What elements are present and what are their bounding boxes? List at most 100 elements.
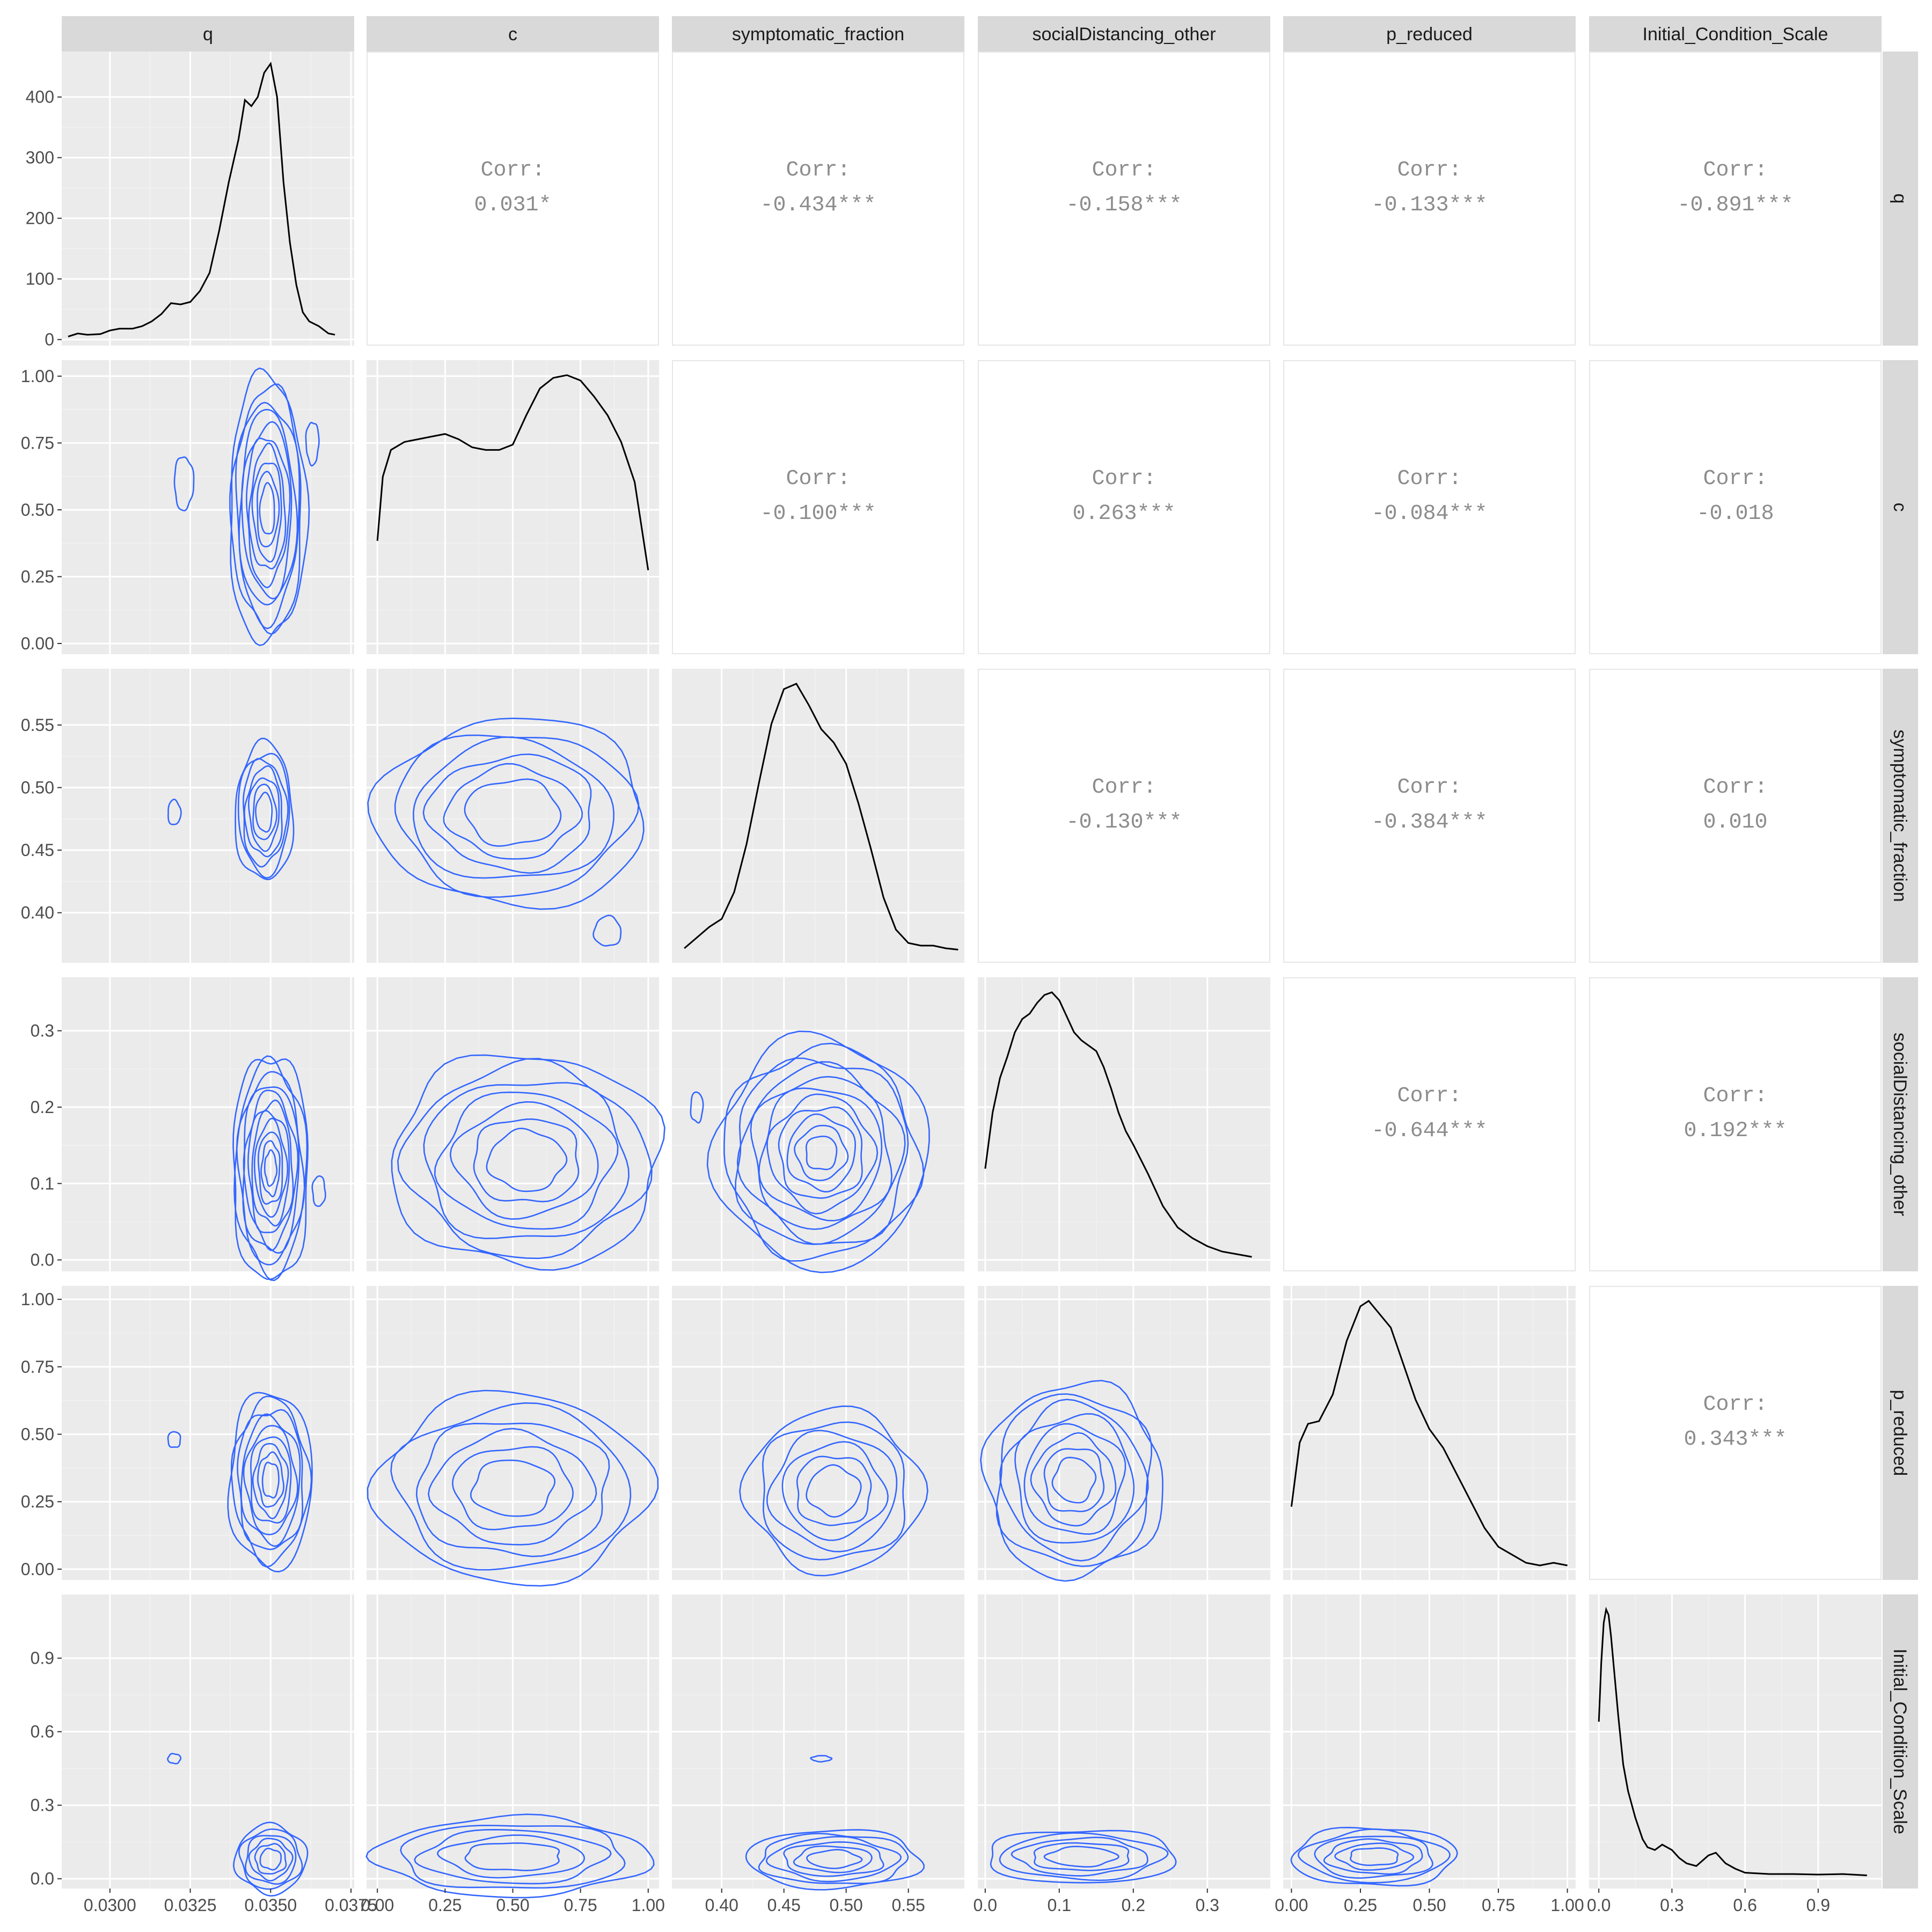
x-tick-label: 0.0 <box>1587 1896 1611 1915</box>
density-contour <box>806 1849 863 1869</box>
y-tick-label: 0.1 <box>31 1174 54 1193</box>
density-contour <box>1051 1457 1097 1504</box>
density-contour <box>240 1413 301 1547</box>
row-strip <box>1883 1286 1918 1580</box>
density-contour <box>1043 1448 1105 1512</box>
corr-value: -0.158*** <box>1066 193 1182 217</box>
row-strip-label: Initial_Condition_Scale <box>1890 1649 1910 1834</box>
panel-p_reduced-vs-symptomatic_fraction <box>672 1286 964 1580</box>
x-tick-label: 0.0325 <box>164 1896 217 1915</box>
density-contour <box>464 778 562 847</box>
density-contour <box>400 1825 626 1889</box>
corr-panel-bg <box>1589 1286 1882 1580</box>
panel-background <box>62 52 354 346</box>
panel-Initial_Condition_Scale-vs-socialDistancing_other <box>978 1594 1270 1889</box>
density-contour <box>451 1446 574 1531</box>
density-contour <box>1334 1842 1415 1871</box>
panel-symptomatic_fraction-vs-q <box>62 669 354 963</box>
corr-panel-bg <box>1283 977 1576 1271</box>
density-contour <box>437 1834 586 1879</box>
corr-label: Corr: <box>1703 1393 1767 1417</box>
panel-p_reduced-vs-p_reduced <box>1283 1286 1576 1580</box>
density-contour <box>238 1828 303 1890</box>
density-contour <box>236 1071 305 1265</box>
y-tick-label: 0.0 <box>31 1250 54 1270</box>
column-strip <box>367 16 659 52</box>
density-contour <box>592 914 622 947</box>
corr-panel-bg <box>1589 52 1882 346</box>
panel-background <box>672 977 964 1271</box>
panel-c-vs-q <box>62 360 354 654</box>
y-tick-label: 0.75 <box>21 1357 54 1377</box>
density-contour <box>1023 1423 1126 1535</box>
x-tick-label: 0.00 <box>1275 1896 1308 1915</box>
panel-background <box>62 977 354 1271</box>
density-contour <box>247 777 280 852</box>
panel-socialDistancing_other-vs-p_reduced: Corr: -0.644*** <box>1283 977 1576 1271</box>
corr-panel-bg <box>978 669 1270 963</box>
density-contour <box>794 1125 849 1181</box>
density-contour <box>786 1113 857 1193</box>
density-contour <box>257 1451 284 1508</box>
x-tick-label: 0.2 <box>1122 1896 1145 1915</box>
panel-socialDistancing_other-vs-socialDistancing_other <box>978 977 1270 1271</box>
corr-panel-bg <box>1283 669 1576 963</box>
density-contour <box>259 482 275 535</box>
x-tick-label: 0.55 <box>891 1896 925 1915</box>
density-contour <box>251 463 282 563</box>
panel-q-vs-Initial_Condition_Scale: Corr: -0.891*** <box>1589 52 1882 346</box>
density-contour <box>260 1140 281 1198</box>
y-tick-label: 200 <box>26 209 54 228</box>
density-contour <box>245 1835 297 1885</box>
x-tick-label: 1.00 <box>632 1896 665 1915</box>
x-tick-label: 0.75 <box>564 1896 597 1915</box>
density-contour <box>793 1845 873 1874</box>
x-tick-label: 0.50 <box>1413 1896 1446 1915</box>
density-contour <box>1011 1836 1148 1877</box>
density-contour <box>690 1091 704 1124</box>
density-contour <box>990 1829 1177 1884</box>
panel-c-vs-c <box>367 360 659 654</box>
density-contour <box>244 765 283 858</box>
corr-label: Corr: <box>1397 467 1461 491</box>
density-contour <box>758 1087 883 1221</box>
column-strip <box>62 16 354 52</box>
density-contour <box>390 1402 632 1571</box>
corr-panel-bg <box>672 360 964 654</box>
y-tick-label: 100 <box>26 269 54 289</box>
density-contour <box>736 1061 906 1245</box>
corr-panel-bg <box>1283 52 1576 346</box>
y-tick-label: 0.3 <box>31 1021 54 1041</box>
density-contour <box>251 1110 290 1227</box>
panel-socialDistancing_other-vs-symptomatic_fraction <box>672 977 964 1274</box>
y-tick-label: 300 <box>26 148 54 167</box>
corr-panel-bg <box>1283 360 1576 654</box>
density-contour <box>806 1464 862 1518</box>
corr-label: Corr: <box>1397 775 1461 800</box>
x-tick-label: 0.3 <box>1660 1896 1684 1915</box>
y-tick-label: 0 <box>45 330 54 349</box>
row-strip-label: p_reduced <box>1890 1390 1910 1476</box>
density-contour <box>443 763 583 860</box>
density-contour <box>167 1431 181 1448</box>
corr-panel-bg <box>367 52 659 346</box>
x-tick-label: 0.9 <box>1806 1896 1830 1915</box>
corr-label: Corr: <box>1092 158 1156 182</box>
density-contour <box>449 1101 599 1220</box>
density-contour <box>1314 1835 1433 1879</box>
corr-label: Corr: <box>786 467 850 491</box>
y-tick-label: 0.9 <box>31 1649 54 1668</box>
x-tick-label: 1.00 <box>1550 1896 1584 1915</box>
panel-symptomatic_fraction-vs-c <box>367 669 659 963</box>
y-tick-label: 0.40 <box>21 903 54 923</box>
panel-Initial_Condition_Scale-vs-symptomatic_fraction <box>672 1594 964 1891</box>
density-contour <box>796 1455 872 1526</box>
density-contour <box>233 1821 309 1897</box>
corr-value: -0.891*** <box>1677 193 1793 217</box>
density-contour <box>766 1430 898 1553</box>
density-contour <box>259 1847 282 1871</box>
density-contour <box>414 1828 612 1885</box>
density-contour <box>247 1099 294 1233</box>
panel-background <box>1589 1594 1882 1889</box>
